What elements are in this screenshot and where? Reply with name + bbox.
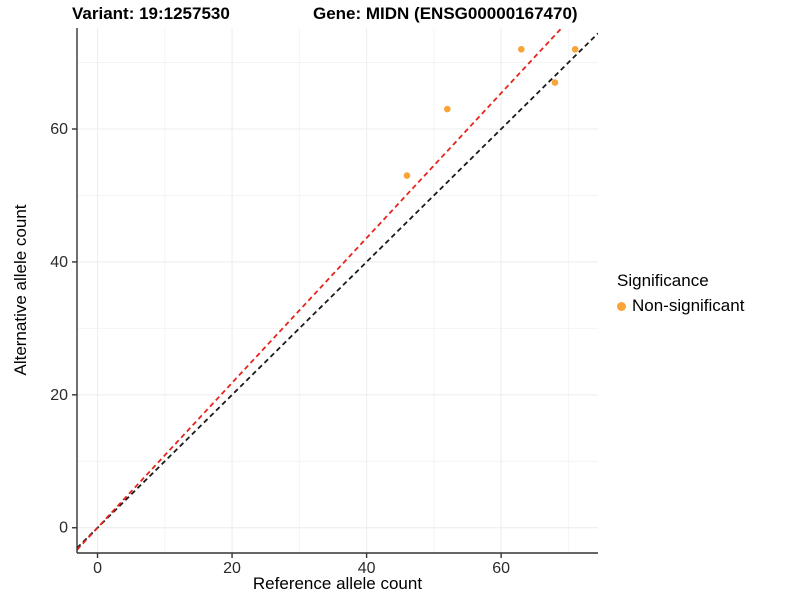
legend: Significance Non-significant xyxy=(617,271,744,316)
identity-line xyxy=(77,32,598,549)
legend-item-label: Non-significant xyxy=(632,296,745,315)
y-tick-label: 60 xyxy=(50,121,68,138)
y-tick-label: 0 xyxy=(59,520,68,537)
y-tick-label: 40 xyxy=(50,254,68,271)
data-point xyxy=(444,105,451,113)
x-axis-label: Reference allele count xyxy=(252,574,423,593)
x-tick-label: 40 xyxy=(358,560,376,577)
legend-title: Significance xyxy=(617,271,709,290)
x-tick-label: 20 xyxy=(223,560,241,577)
data-point xyxy=(403,172,411,179)
plot-title-gene: Gene: MIDN (ENSG00000167470) xyxy=(313,4,578,23)
y-axis-label: Alternative allele count xyxy=(11,204,30,376)
plot-title-variant: Variant: 19:1257530 xyxy=(72,4,230,23)
legend-point-icon xyxy=(617,301,626,311)
data-point xyxy=(518,45,525,53)
x-tick-label: 60 xyxy=(492,560,510,577)
legend-item-non-significant: Non-significant xyxy=(617,296,744,316)
fit-line xyxy=(77,28,563,551)
data-point xyxy=(571,45,579,53)
data-point xyxy=(551,79,559,86)
y-tick-label: 20 xyxy=(50,387,68,404)
x-tick-label: 0 xyxy=(93,560,102,577)
